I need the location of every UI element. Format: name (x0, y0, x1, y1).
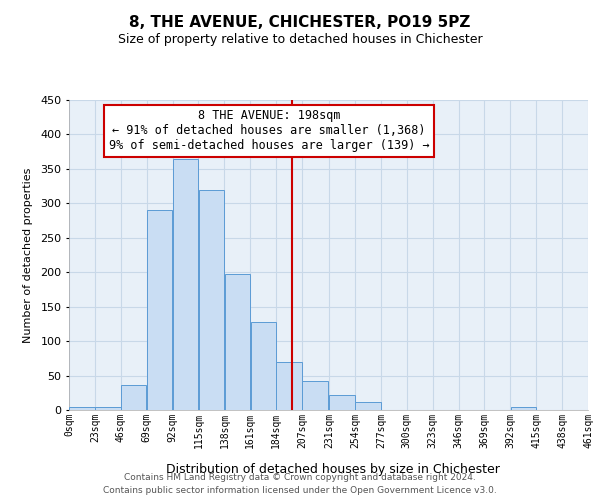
Text: Distribution of detached houses by size in Chichester: Distribution of detached houses by size … (166, 462, 500, 475)
Bar (251, 322, 276, 410)
Bar (147, 210, 172, 410)
Text: 8, THE AVENUE, CHICHESTER, PO19 5PZ: 8, THE AVENUE, CHICHESTER, PO19 5PZ (130, 15, 470, 30)
Text: Contains HM Land Registry data © Crown copyright and database right 2024.
Contai: Contains HM Land Registry data © Crown c… (103, 474, 497, 495)
Bar (277, 362, 302, 410)
Bar (355, 402, 380, 410)
Y-axis label: Number of detached properties: Number of detached properties (23, 168, 33, 342)
Bar (95, 406, 121, 410)
Bar (69, 406, 95, 410)
Text: 8 THE AVENUE: 198sqm
← 91% of detached houses are smaller (1,368)
9% of semi-det: 8 THE AVENUE: 198sqm ← 91% of detached h… (109, 110, 429, 152)
Bar (302, 381, 328, 410)
Bar (329, 395, 355, 410)
Bar (224, 274, 250, 410)
Bar (199, 190, 224, 410)
Text: Size of property relative to detached houses in Chichester: Size of property relative to detached ho… (118, 32, 482, 46)
Bar (173, 158, 198, 410)
Bar (121, 385, 146, 410)
Bar (511, 406, 536, 410)
